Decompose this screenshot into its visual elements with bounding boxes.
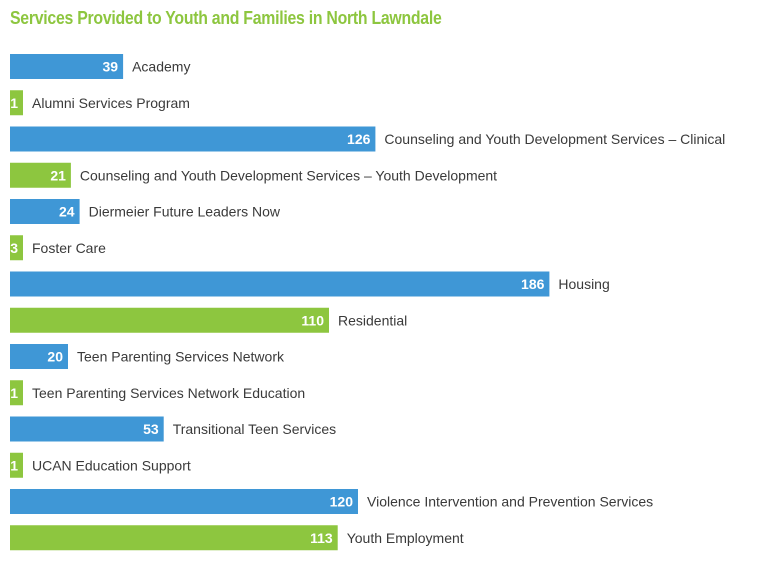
category-label: Foster Care bbox=[32, 240, 106, 256]
bar-value-label: 20 bbox=[47, 349, 63, 365]
bar-13 bbox=[10, 489, 358, 514]
bar-9 bbox=[10, 344, 68, 369]
category-label: Alumni Services Program bbox=[32, 95, 190, 111]
bar-14 bbox=[10, 525, 338, 551]
bar-1 bbox=[10, 54, 124, 79]
category-label: Counseling and Youth Development Service… bbox=[384, 131, 725, 147]
category-label: Violence Intervention and Prevention Ser… bbox=[367, 494, 653, 510]
category-label: Youth Employment bbox=[347, 530, 464, 546]
bar-12 bbox=[10, 452, 23, 478]
category-label: Teen Parenting Services Network bbox=[77, 349, 285, 365]
bar-value-label: 53 bbox=[143, 421, 159, 437]
bar-value-label: 1 bbox=[10, 457, 18, 473]
bar-value-label: 39 bbox=[103, 59, 119, 75]
bar-8 bbox=[10, 307, 329, 333]
bar-6 bbox=[10, 235, 23, 261]
bar-value-label: 186 bbox=[521, 276, 545, 292]
bar-value-label: 24 bbox=[59, 204, 75, 220]
category-label: UCAN Education Support bbox=[32, 457, 191, 473]
bar-5 bbox=[10, 199, 80, 224]
category-label: Teen Parenting Services Network Educatio… bbox=[32, 385, 305, 401]
bar-3 bbox=[10, 126, 376, 152]
bar-7 bbox=[10, 271, 550, 297]
bar-2 bbox=[10, 90, 23, 116]
bar-value-label: 21 bbox=[50, 167, 66, 183]
category-label: Academy bbox=[132, 59, 190, 75]
bar-value-label: 1 bbox=[10, 385, 18, 401]
bar-value-label: 120 bbox=[330, 494, 354, 510]
category-label: Housing bbox=[558, 276, 609, 292]
category-label: Residential bbox=[338, 312, 407, 328]
bar-value-label: 110 bbox=[301, 312, 324, 328]
category-label: Counseling and Youth Development Service… bbox=[80, 167, 497, 183]
chart-title: Services Provided to Youth and Families … bbox=[10, 8, 442, 28]
category-label: Diermeier Future Leaders Now bbox=[89, 204, 281, 220]
bar-value-label: 113 bbox=[310, 530, 333, 546]
bar-value-label: 126 bbox=[347, 131, 371, 147]
bar-4 bbox=[10, 162, 71, 188]
bar-10 bbox=[10, 380, 23, 406]
category-label: Transitional Teen Services bbox=[173, 421, 336, 437]
bar-value-label: 3 bbox=[10, 240, 18, 256]
bar-value-label: 1 bbox=[10, 95, 18, 111]
bar-11 bbox=[10, 416, 164, 442]
